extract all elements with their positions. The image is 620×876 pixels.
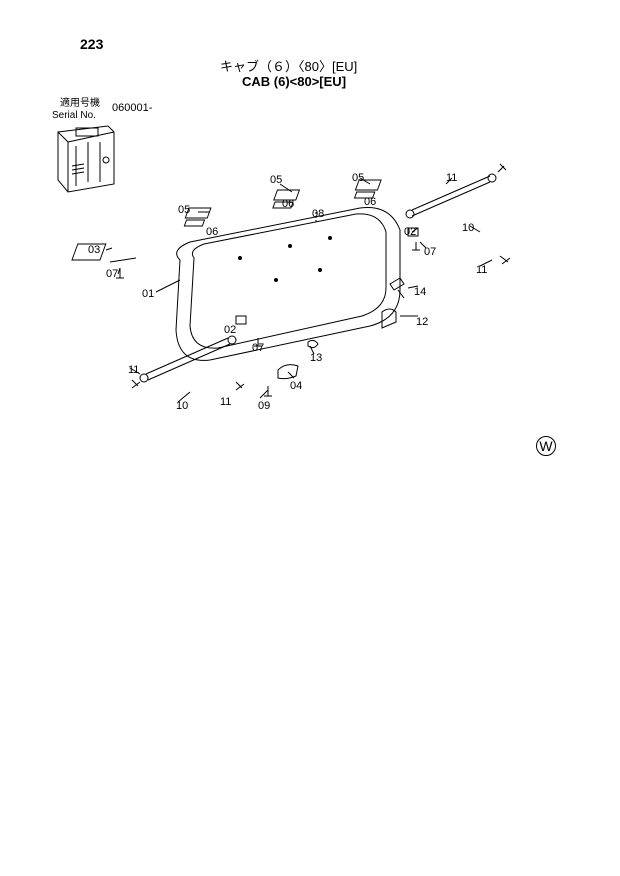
page-number: 223: [80, 36, 103, 52]
callout-02: 02: [224, 324, 236, 336]
callout-14: 14: [414, 286, 426, 298]
callout-07: 07: [424, 246, 436, 258]
callout-07: 07: [106, 268, 118, 280]
title-english: CAB (6)<80>[EU]: [242, 74, 346, 89]
callout-05: 05: [270, 174, 282, 186]
callout-12: 12: [416, 316, 428, 328]
callout-08: 08: [312, 208, 324, 220]
callout-02: 02: [404, 226, 416, 238]
title-japanese: キャブ（６）〈80〉[EU]: [220, 56, 357, 75]
serial-value: 060001-: [112, 102, 152, 114]
callout-13: 13: [310, 352, 322, 364]
callout-11: 11: [220, 396, 231, 408]
callout-10: 10: [176, 400, 188, 412]
callout-09: 09: [258, 400, 270, 412]
callout-01: 01: [142, 288, 154, 300]
callout-05: 05: [352, 172, 364, 184]
callout-06: 06: [206, 226, 218, 238]
callout-10: 10: [462, 222, 474, 234]
callout-03: 03: [88, 244, 100, 256]
callout-07: 07: [252, 342, 264, 354]
serial-label-jp: 適用号機: [60, 98, 100, 110]
callout-06: 06: [364, 196, 376, 208]
watermark-circle: W: [536, 436, 556, 456]
callout-04: 04: [290, 380, 302, 392]
callout-05: 05: [178, 204, 190, 216]
callout-11: 11: [476, 264, 487, 276]
callout-11: 11: [446, 172, 457, 184]
callout-11: 11: [128, 364, 139, 376]
callout-06: 06: [282, 198, 294, 210]
